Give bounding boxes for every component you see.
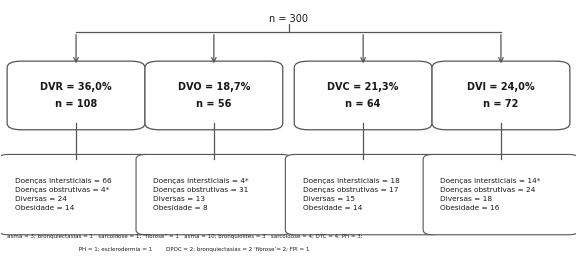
Text: DVI = 24,0%
n = 72: DVI = 24,0% n = 72 <box>467 82 535 109</box>
FancyBboxPatch shape <box>145 61 283 130</box>
Text: Doenças intersticiais = 18
Doenças obstrutivas = 17
Diversas = 15
Obesidade = 14: Doenças intersticiais = 18 Doenças obstr… <box>302 178 399 212</box>
Text: Doenças intersticiais = 66
Doenças obstrutivas = 4*
Diversas = 24
Obesidade = 14: Doenças intersticiais = 66 Doenças obstr… <box>16 178 112 212</box>
Text: n = 300: n = 300 <box>269 14 308 24</box>
FancyBboxPatch shape <box>136 154 291 235</box>
Text: Doenças intersticiais = 14*
Doenças obstrutivas = 24
Diversas = 18
Obesidade = 1: Doenças intersticiais = 14* Doenças obst… <box>440 178 541 212</box>
FancyBboxPatch shape <box>0 154 154 235</box>
Text: Doenças intersticiais = 4*
Doenças obstrutivas = 31
Diversas = 13
Obesidade = 8: Doenças intersticiais = 4* Doenças obstr… <box>153 178 249 212</box>
FancyBboxPatch shape <box>7 61 145 130</box>
Text: PH = 1; esclerodermia = 1        DPOC = 2; bronquiectasias = 2 ‘fibrose’= 2; FPI: PH = 1; esclerodermia = 1 DPOC = 2; bron… <box>7 247 309 252</box>
Text: DVR = 36,0%
n = 108: DVR = 36,0% n = 108 <box>40 82 112 109</box>
Text: DVC = 21,3%
n = 64: DVC = 21,3% n = 64 <box>328 82 399 109</box>
FancyBboxPatch shape <box>432 61 570 130</box>
FancyBboxPatch shape <box>286 154 441 235</box>
Text: DVO = 18,7%
n = 56: DVO = 18,7% n = 56 <box>178 82 250 109</box>
FancyBboxPatch shape <box>294 61 432 130</box>
FancyBboxPatch shape <box>423 154 577 235</box>
Text: asma = 3; bronquiectasias = 1   sarcoidose = 1; “fibrose” = 1   asma = 10; bronq: asma = 3; bronquiectasias = 1 sarcoidose… <box>7 234 363 239</box>
